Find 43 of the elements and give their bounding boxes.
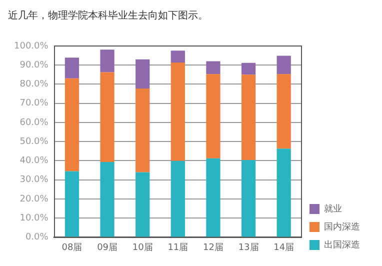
x-tick-label: 12届 [202,242,224,253]
legend-label: 国内深造 [324,221,360,232]
x-tick-label: 13届 [238,242,259,253]
bar [170,50,185,62]
bar [206,74,220,158]
y-tick-label: 40.0% [20,156,49,166]
bar [170,160,185,237]
bar [100,162,114,237]
x-tick-label: 08届 [62,242,82,253]
bar [206,158,220,237]
bar [276,148,291,237]
bar [276,74,291,149]
y-tick-label: 30.0% [20,175,49,186]
bar [170,62,185,161]
x-tick-label: 09届 [97,242,118,253]
bar [241,62,256,75]
bar [136,88,150,172]
bar [64,171,80,237]
bar [100,72,114,162]
y-tick-label: 90.0% [20,60,49,70]
bar [241,74,256,160]
y-tick-label: 10.0% [20,213,49,224]
bar [136,59,150,88]
chart-title: 近几年，物理学院本科毕业生去向如下图示。 [8,10,208,22]
x-tick-label: 11届 [168,242,188,253]
bar [241,160,256,237]
bar [64,58,80,78]
y-tick-label: 60.0% [20,118,49,128]
y-tick-label: 20.0% [20,194,49,204]
x-tick-label: 10届 [132,242,153,253]
y-tick-label: 50.0% [20,136,49,147]
bar [136,172,150,237]
y-tick-label: 0.0% [25,232,49,243]
y-tick-label: 70.0% [20,98,49,109]
bar [276,56,291,74]
legend-label: 就业 [324,203,342,214]
bar [100,50,114,72]
y-tick-label: 80.0% [20,80,49,90]
y-tick-label: 100.0% [14,41,49,52]
legend-label: 出国深造 [324,239,360,250]
bar [64,78,80,172]
bar [206,61,220,74]
x-tick-label: 14届 [274,242,294,253]
